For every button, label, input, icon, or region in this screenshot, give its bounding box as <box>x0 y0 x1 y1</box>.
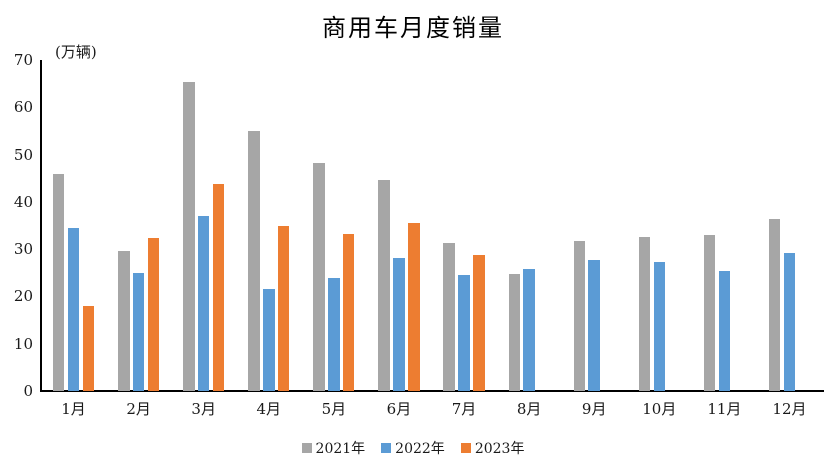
x-axis-label-5月: 5月 <box>321 400 347 418</box>
bar-2022年-11月 <box>718 270 731 391</box>
bar-2021年-10月 <box>638 236 651 391</box>
bar-2022年-8月 <box>523 269 535 391</box>
x-axis-line <box>40 390 824 392</box>
bar-2021年-8月 <box>508 274 521 391</box>
y-axis-tick-label: 20 <box>13 287 33 306</box>
x-axis-label-7月: 7月 <box>451 400 477 418</box>
bar-2022年-7月 <box>458 275 470 391</box>
bar-2022年-10月 <box>653 262 666 391</box>
bar-2023年-1月 <box>82 305 95 391</box>
y-axis-tick-label: 50 <box>13 145 33 164</box>
x-axis-label-3月: 3月 <box>191 400 216 418</box>
legend-label: 2021年 <box>315 441 366 457</box>
x-axis-label-8月: 8月 <box>516 400 542 418</box>
x-axis-label-11月: 11月 <box>707 400 742 418</box>
legend-label: 2023年 <box>474 441 525 457</box>
y-axis-unit-label: (万辆) <box>55 43 97 61</box>
legend-swatch-icon <box>301 443 312 453</box>
bar-2021年-1月 <box>52 173 65 391</box>
bar-2021年-12月 <box>768 218 781 391</box>
bar-2022年-3月 <box>197 216 210 391</box>
bar-2022年-5月 <box>328 277 340 391</box>
x-axis-label-6月: 6月 <box>386 400 412 418</box>
y-axis-tick-label: 40 <box>13 192 33 211</box>
bar-2022年-12月 <box>783 252 796 391</box>
legend-item-2021年: 2021年 <box>301 438 366 458</box>
bar-2021年-5月 <box>313 163 325 391</box>
legend: 2021年 2022年 2023年 <box>0 438 826 458</box>
bar-2021年-9月 <box>573 241 586 391</box>
x-axis-label-12月: 12月 <box>772 400 807 418</box>
bar-2023年-3月 <box>212 184 225 391</box>
bar-2022年-6月 <box>393 258 405 391</box>
bar-2021年-7月 <box>443 243 455 391</box>
bar-2022年-1月 <box>67 227 80 391</box>
bar-2021年-3月 <box>183 82 195 391</box>
bar-2023年-5月 <box>342 234 355 391</box>
y-axis-tick-label: 70 <box>13 51 33 69</box>
bar-2022年-4月 <box>263 288 275 391</box>
x-axis-label-4月: 4月 <box>256 400 282 418</box>
chart-title: 商用车月度销量 <box>322 14 504 42</box>
y-axis-tick-label: 10 <box>13 334 33 353</box>
x-axis-label-1月: 1月 <box>61 400 86 418</box>
legend-swatch-icon <box>381 443 392 453</box>
bar-2021年-4月 <box>248 130 260 391</box>
legend-label: 2022年 <box>395 441 445 457</box>
bar-2023年-7月 <box>473 254 485 391</box>
y-axis-tick-label: 0 <box>23 382 33 400</box>
bar-2023年-2月 <box>147 238 160 391</box>
legend-item-2022年: 2022年 <box>381 438 445 458</box>
legend-item-2023年: 2023年 <box>460 438 525 458</box>
bar-2022年-2月 <box>132 273 145 391</box>
x-axis-label-9月: 9月 <box>581 400 607 418</box>
y-axis-tick-label: 60 <box>13 98 33 117</box>
x-axis-label-10月: 10月 <box>642 400 677 418</box>
y-axis-tick-label: 30 <box>13 240 33 259</box>
legend-swatch-icon <box>460 443 471 453</box>
y-axis-line <box>40 60 42 391</box>
bar-2023年-6月 <box>408 223 420 391</box>
x-axis-label-2月: 2月 <box>126 400 151 418</box>
bar-2021年-6月 <box>378 180 390 391</box>
bar-2021年-11月 <box>703 234 716 391</box>
bar-2023年-4月 <box>277 225 290 391</box>
bar-2022年-9月 <box>588 259 600 391</box>
bar-2021年-2月 <box>118 250 130 391</box>
